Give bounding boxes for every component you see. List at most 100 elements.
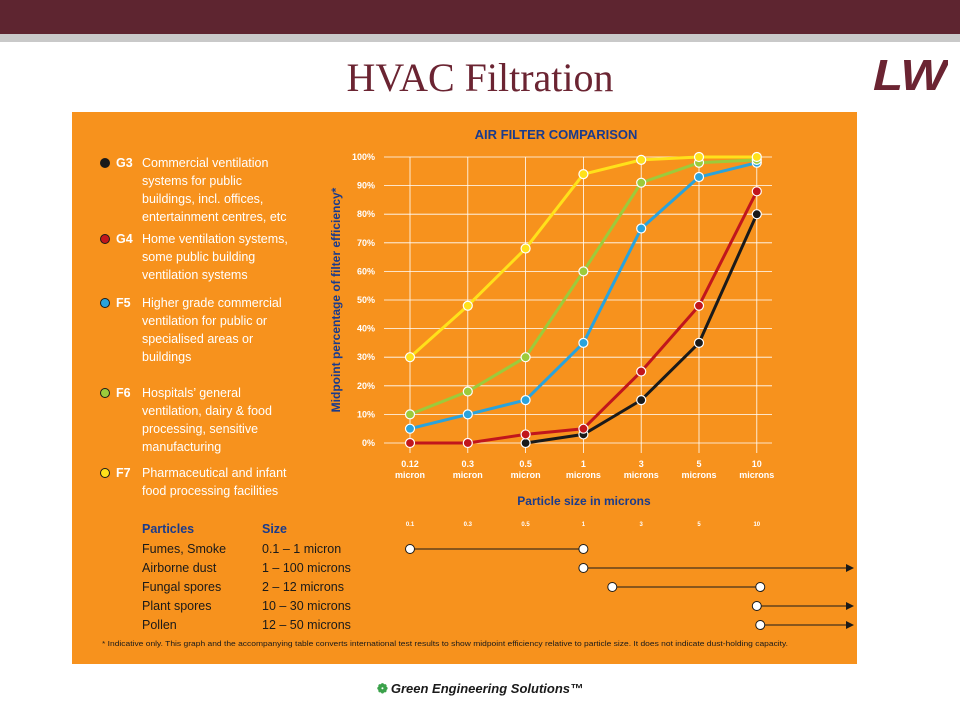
logo-text: LW xyxy=(873,52,948,94)
x-tick-unit: micron xyxy=(395,470,425,480)
x-tick-unit: microns xyxy=(681,470,716,480)
legend-line: manufacturing xyxy=(142,440,221,454)
particle-row: Pollen 12 – 50 microns xyxy=(142,618,854,632)
leaf-icon: ❁ xyxy=(376,681,388,696)
legend: G3 Commercial ventilation systems for publ… xyxy=(100,156,288,498)
filter-comparison-panel: G3 Commercial ventilation systems for publ… xyxy=(72,112,857,664)
legend-item-f7: F7 Pharmaceutical and infant food processi… xyxy=(100,466,287,498)
range-start-marker xyxy=(755,620,766,630)
data-point xyxy=(693,151,705,163)
legend-line: food processing facilities xyxy=(142,484,278,498)
data-point xyxy=(462,437,473,449)
x-tick-label: 3 xyxy=(639,459,644,469)
x-tick-label: 10 xyxy=(752,459,762,469)
y-tick-label: 90% xyxy=(357,181,375,191)
particle-size: 1 – 100 microns xyxy=(262,561,351,575)
scale-tick-label: 1 xyxy=(582,522,586,528)
x-tick-label: 0.5 xyxy=(519,459,532,469)
range-start-marker xyxy=(751,601,762,611)
data-point xyxy=(462,386,473,397)
range-end-marker xyxy=(578,544,589,554)
particle-name: Fumes, Smoke xyxy=(142,542,226,556)
x-tick-label: 0.12 xyxy=(401,459,419,469)
data-point xyxy=(462,300,473,311)
particle-name: Airborne dust xyxy=(142,561,217,575)
y-tick-label: 50% xyxy=(357,295,375,305)
size-header: Size xyxy=(262,522,287,536)
data-point xyxy=(693,171,705,183)
legend-item-f6: F6 Hospitals’ general ventilation, dairy &… xyxy=(100,386,272,454)
legend-marker xyxy=(100,158,110,168)
range-start-marker xyxy=(607,582,618,592)
x-tick-unit: microns xyxy=(739,470,774,480)
legend-line: ventilation for public or xyxy=(142,314,267,328)
legend-line: Commercial ventilation xyxy=(142,156,268,170)
data-point xyxy=(693,300,705,311)
particle-size: 10 – 30 microns xyxy=(262,599,351,613)
data-point xyxy=(578,169,589,180)
data-point xyxy=(578,266,589,277)
data-point xyxy=(578,337,589,348)
series-f5 xyxy=(404,157,762,434)
legend-item-g4: G4 Home ventilation systems, some public b… xyxy=(100,232,288,282)
particles-table: Particles Size 0.1 0.3 0.5 1 3 5 10 Fumes, Smo… xyxy=(142,522,854,632)
data-point xyxy=(636,366,647,377)
x-axis-title: Particle size in microns xyxy=(517,494,651,508)
y-axis-title: Midpoint percentage of filter efficiency… xyxy=(329,187,343,412)
particle-rows: Fumes, Smoke 0.1 – 1 micron Airborne dust 1… xyxy=(142,542,854,632)
legend-marker xyxy=(100,298,110,308)
footer-brand: ❁ Green Engineering Solutions™ xyxy=(0,681,960,697)
top-banner xyxy=(0,0,960,34)
particle-row: Fungal spores 2 – 12 microns xyxy=(142,580,766,594)
particle-name: Plant spores xyxy=(142,599,211,613)
legend-code: F6 xyxy=(116,386,131,400)
x-tick-label: 5 xyxy=(696,459,701,469)
data-point xyxy=(636,154,647,165)
data-point xyxy=(404,352,416,363)
range-end-marker xyxy=(755,582,766,592)
y-tick-label: 70% xyxy=(357,238,375,248)
series-f7 xyxy=(404,151,762,363)
legend-item-f5: F5 Higher grade commercial ventilation for… xyxy=(100,296,282,364)
particle-name: Fungal spores xyxy=(142,580,221,594)
scale-tick-label: 0.3 xyxy=(464,522,473,528)
scale-tick-label: 3 xyxy=(640,522,644,528)
y-tick-label: 80% xyxy=(357,209,375,219)
legend-item-g3: G3 Commercial ventilation systems for publ… xyxy=(100,156,287,224)
data-point xyxy=(520,395,531,406)
footer-text: Green Engineering Solutions™ xyxy=(390,681,584,696)
data-point xyxy=(636,177,647,188)
legend-marker xyxy=(100,234,110,244)
particle-size: 2 – 12 microns xyxy=(262,580,344,594)
data-point xyxy=(693,337,705,348)
y-tick-label: 100% xyxy=(352,152,375,162)
legend-line: some public building xyxy=(142,250,255,264)
range-arrow-icon xyxy=(846,621,854,629)
legend-line: ventilation, dairy & food xyxy=(142,404,272,418)
chart-grid xyxy=(384,156,772,453)
legend-code: F5 xyxy=(116,296,131,310)
legend-code: G3 xyxy=(116,156,133,170)
y-tick-label: 10% xyxy=(357,409,375,419)
legend-code: F7 xyxy=(116,466,131,480)
data-point xyxy=(462,409,473,420)
series-g4 xyxy=(404,186,762,449)
y-tick-label: 0% xyxy=(362,438,375,448)
y-tick-label: 40% xyxy=(357,324,375,334)
range-start-marker xyxy=(578,563,589,573)
x-tick-unit: micron xyxy=(453,470,483,480)
legend-line: processing, sensitive xyxy=(142,422,258,436)
x-axis-ticks: 0.12micron0.3micron0.5micron1microns3mic… xyxy=(395,459,774,480)
particles-header: Particles xyxy=(142,522,194,536)
company-logo: LW xyxy=(873,52,948,94)
legend-line: Home ventilation systems, xyxy=(142,232,288,246)
legend-line: specialised areas or xyxy=(142,332,253,346)
legend-line: systems for public xyxy=(142,174,242,188)
data-point xyxy=(751,151,762,163)
data-point xyxy=(636,395,647,406)
x-tick-unit: microns xyxy=(624,470,659,480)
particle-size: 0.1 – 1 micron xyxy=(262,542,341,556)
data-point xyxy=(751,209,762,220)
legend-marker xyxy=(100,468,110,478)
slide-title: HVAC Filtration xyxy=(346,55,614,100)
